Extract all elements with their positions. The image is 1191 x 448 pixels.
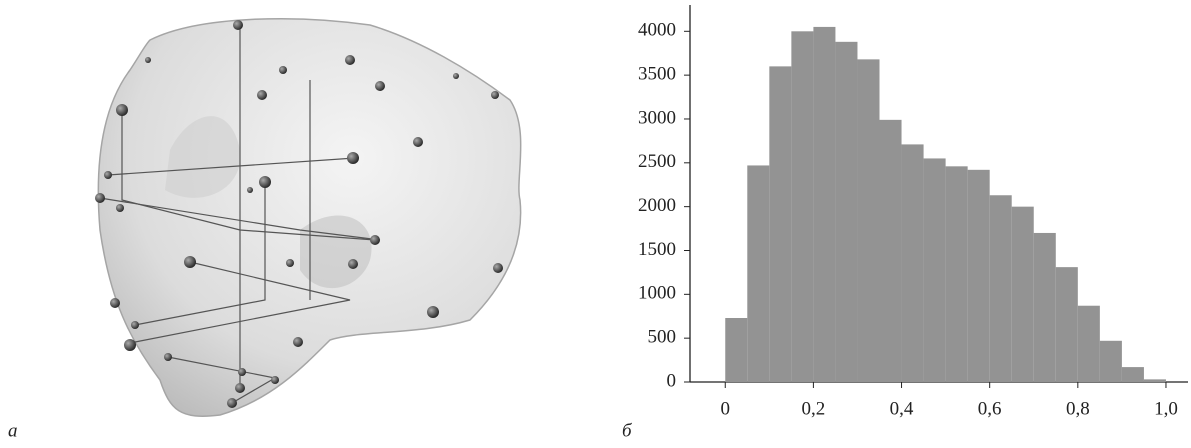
bar: [857, 59, 879, 382]
y-tick-label: 4000: [638, 20, 676, 41]
bar: [1144, 379, 1166, 382]
bar: [1078, 306, 1100, 382]
y-tick-label: 3500: [638, 63, 676, 84]
panel-label: а: [8, 420, 18, 441]
bar: [1034, 233, 1056, 382]
x-tick-label: 0,2: [802, 398, 826, 419]
bar: [1012, 207, 1034, 382]
bar: [924, 158, 946, 382]
x-tick-label: 1,0: [1154, 398, 1178, 419]
figure: а б 0 500 1000 1500 2000 2500 3000 3500 4000 0 0,2…: [0, 0, 1191, 443]
bar: [747, 165, 769, 382]
bar: [968, 170, 990, 382]
x-tick-label: 0,4: [890, 398, 914, 419]
surface-render: [95, 19, 521, 416]
y-tick-label: 2500: [638, 151, 676, 172]
bar: [946, 166, 968, 382]
y-tick-label: 1500: [638, 239, 676, 260]
bar: [902, 144, 924, 382]
bar: [791, 31, 813, 382]
panel-label: б: [622, 420, 633, 441]
bar: [813, 27, 835, 382]
bar: [835, 42, 857, 382]
bar: [1122, 367, 1144, 382]
y-tick-label: 500: [648, 327, 677, 348]
bar: [1056, 267, 1078, 382]
bar: [990, 195, 1012, 382]
bar: [769, 66, 791, 382]
y-tick-label: 0: [667, 370, 677, 391]
x-tick-label: 0: [721, 398, 731, 419]
y-tick-label: 2000: [638, 195, 676, 216]
bar: [1100, 341, 1122, 382]
x-tick-label: 0,6: [978, 398, 1002, 419]
y-tick-label: 3000: [638, 107, 676, 128]
y-tick-label: 1000: [638, 283, 676, 304]
x-tick-label: 0,8: [1066, 398, 1090, 419]
bar: [725, 318, 747, 382]
bar: [880, 120, 902, 382]
